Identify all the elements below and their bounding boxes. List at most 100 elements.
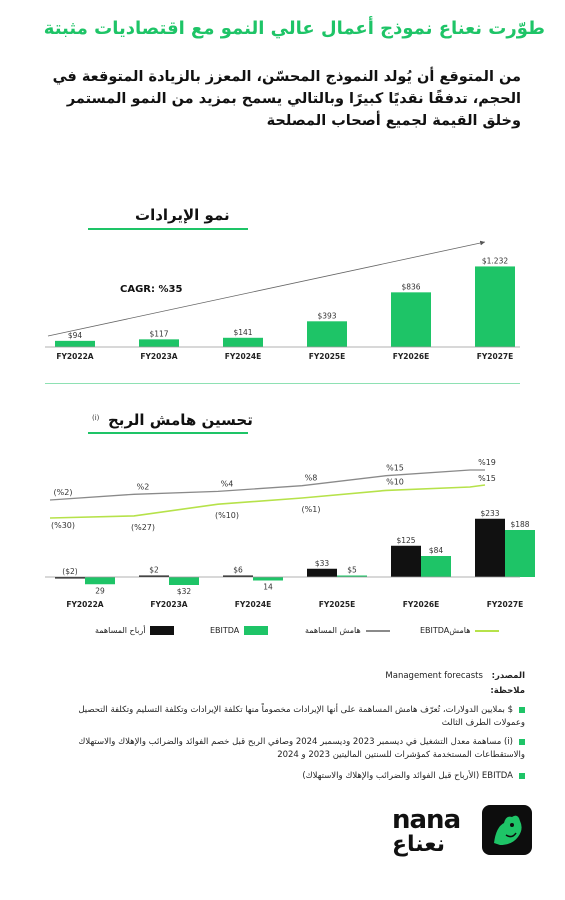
ebitda-margin-label: %15 (478, 474, 496, 483)
revenue-bar (139, 339, 179, 347)
ebitda-margin-label: (%1) (302, 505, 321, 514)
note-text: EBITDA (الأرباح قبل الفوائد والضرائب وال… (302, 771, 513, 781)
cagr-label: CAGR: %35 (120, 284, 182, 295)
contribution-profit-bar (475, 518, 505, 577)
note-label: ملاحظة: (490, 686, 525, 696)
note-text: $ بملايين الدولارات، تُعرّف هامش المساهم… (78, 705, 525, 728)
revenue-bar (475, 266, 515, 347)
note-text: (i) مساهمة معدل التشغيل في ديسمبر 2023 و… (78, 737, 525, 760)
logo-wordmark-arabic: نعناع (392, 832, 445, 857)
ebitda-bar (337, 575, 367, 577)
legend-ebitda: EBITDA (210, 626, 269, 635)
contribution-profit-label: $233 (480, 509, 499, 518)
revenue-value-label: $1.232 (482, 256, 508, 265)
contribution-profit-label: ($2) (62, 567, 77, 576)
intro-paragraph: من المتوقع أن يُولد النموذج المحسّن، الم… (52, 69, 521, 129)
source-row: المصدر: Management forecasts (45, 670, 525, 683)
ebitda-label: $84 (429, 546, 444, 555)
margin-category-label: FY2023A (150, 600, 187, 609)
revenue-category-label: FY2025E (309, 352, 346, 361)
bullet-icon (519, 738, 525, 745)
contribution-profit-bar (223, 575, 253, 577)
ebitda-label: $32 (177, 587, 192, 596)
legend-label: هامشEBITDA (420, 626, 471, 635)
margin-category-label: FY2025E (319, 600, 356, 609)
revenue-bar (223, 337, 263, 347)
contribution-profit-label: $33 (315, 559, 330, 568)
bullet-icon (519, 772, 525, 779)
ebitda-margin-label: %10 (386, 477, 404, 486)
ebitda-bar (169, 577, 199, 585)
legend-swatch-green (244, 626, 269, 635)
ebitda-label: 29 (95, 586, 105, 595)
contribution-profit-bar (139, 575, 169, 577)
ebitda-bar (421, 556, 451, 577)
cagr-arrow (47, 240, 486, 337)
revenue-bar (307, 321, 347, 347)
legend-label: هامش المساهمة (305, 626, 361, 635)
source-label: المصدر: (491, 671, 525, 681)
margin-title-underline (88, 432, 248, 434)
revenue-value-label: $94 (68, 331, 83, 340)
margin-category-label: FY2027E (487, 600, 524, 609)
contribution-margin-label: %15 (386, 464, 404, 473)
contribution-profit-bar (391, 545, 421, 577)
margin-category-label: FY2024E (235, 600, 272, 609)
margin-section-title: تحسين هامش الربح (108, 411, 253, 429)
contribution-margin-label: %2 (137, 482, 150, 491)
note-item: $ بملايين الدولارات، تُعرّف هامش المساهم… (45, 704, 525, 730)
contribution-margin-label: (%2) (54, 488, 73, 497)
legend-label: أرباح المساهمة (95, 626, 146, 635)
legend-contribution-margin: هامش المساهمة (305, 626, 390, 635)
ebitda-bar (253, 577, 283, 581)
contribution-margin-label: %4 (221, 479, 234, 488)
legend-line-gray (365, 629, 390, 632)
contribution-margin-line (49, 469, 485, 501)
margin-category-label: FY2022A (66, 600, 103, 609)
source-value: Management forecasts (385, 671, 483, 681)
revenue-category-label: FY2027E (477, 352, 514, 361)
revenue-value-label: $141 (233, 328, 252, 337)
ebitda-label: 14 (263, 583, 273, 592)
contribution-profit-label: $2 (149, 566, 159, 575)
margin-category-label: FY2026E (403, 600, 440, 609)
contribution-margin-label: %8 (305, 474, 318, 483)
camel-icon (494, 815, 522, 845)
contribution-margin-label: %19 (478, 458, 496, 467)
revenue-bar (391, 292, 431, 347)
revenue-category-label: FY2022A (56, 352, 93, 361)
bullet-icon (519, 706, 525, 713)
ebitda-margin-line (49, 484, 486, 519)
margin-legend: أرباح المساهمة EBITDA هامش المساهمة هامش… (95, 626, 525, 640)
note-item: EBITDA (الأرباح قبل الفوائد والضرائب وال… (45, 770, 525, 783)
revenue-category-label: FY2024E (225, 352, 262, 361)
revenue-value-label: $836 (401, 282, 420, 291)
ebitda-margin-label: (%10) (215, 511, 239, 520)
ebitda-bar (85, 577, 115, 585)
legend-contribution-profit: أرباح المساهمة (95, 626, 175, 635)
contribution-profit-label: $125 (396, 536, 415, 545)
contribution-profit-bar (307, 568, 337, 577)
legend-swatch-black (150, 626, 175, 635)
section-divider (45, 383, 520, 384)
legend-line-lime (475, 629, 500, 632)
ebitda-margin-label: (%27) (131, 523, 155, 532)
legend-ebitda-margin: هامشEBITDA (420, 626, 500, 635)
legend-label: EBITDA (210, 626, 240, 635)
note-item: (i) مساهمة معدل التشغيل في ديسمبر 2023 و… (45, 736, 525, 762)
logo-wordmark-latin: nana (392, 805, 461, 835)
revenue-value-label: $117 (149, 329, 168, 338)
logo-icon (482, 805, 532, 855)
ebitda-label: $188 (510, 520, 529, 529)
revenue-bar (55, 340, 95, 347)
revenue-title-underline (88, 228, 248, 230)
page-title: طوّرت نعناع نموذج أعمال عالي النمو مع اق… (43, 18, 545, 39)
revenue-section-title: نمو الإيرادات (135, 206, 230, 224)
ebitda-label: $5 (347, 566, 357, 575)
footnote-marker: (i) (92, 414, 100, 422)
revenue-value-label: $393 (317, 311, 336, 320)
ebitda-bar (505, 530, 535, 577)
revenue-category-label: FY2023A (140, 352, 177, 361)
